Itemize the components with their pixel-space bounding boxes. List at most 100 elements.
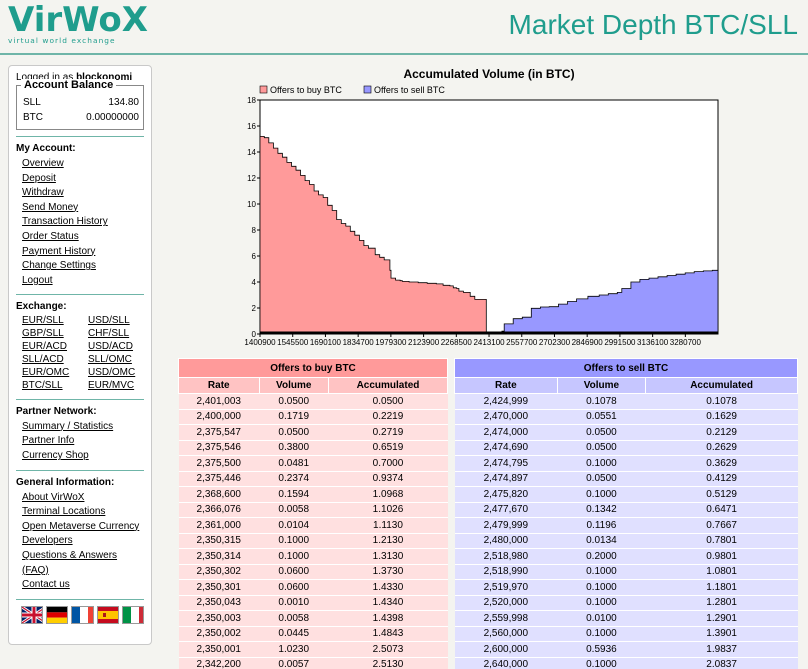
- cell-rate: 2,350,302: [178, 564, 259, 580]
- y-tick-label: 4: [252, 278, 257, 287]
- balance-table: SLL 134.80 BTC 0.00000000: [23, 95, 139, 125]
- sidebar-divider: [16, 136, 144, 137]
- x-tick-label: 1979300: [375, 338, 407, 347]
- cell-rate: 2,518,980: [454, 548, 558, 565]
- chart-title: Accumulated Volume (in BTC): [403, 67, 574, 81]
- table-row: 2,640,000 0.1000 2.0837: [454, 657, 798, 669]
- cell-volume: 0.1000: [259, 533, 329, 549]
- cell-volume: 0.0500: [557, 424, 646, 441]
- username: blockonomi: [76, 72, 133, 83]
- link-sll-omc[interactable]: SLL/OMC: [88, 354, 132, 366]
- link-usd-acd[interactable]: USD/ACD: [88, 341, 134, 353]
- link-deposit[interactable]: Deposit: [22, 172, 56, 184]
- x-tick-label: 1834700: [343, 338, 375, 347]
- legend-label: Offers to buy BTC: [270, 85, 342, 95]
- link-eur-sll[interactable]: EUR/SLL: [22, 315, 64, 327]
- cell-volume: 0.1078: [557, 393, 646, 410]
- y-tick-label: 18: [247, 96, 256, 105]
- cell-rate: 2,519,970: [454, 579, 558, 596]
- cell-volume: 0.0445: [259, 626, 329, 642]
- cell-accumulated: 0.3629: [645, 455, 798, 472]
- table-row: 2,350,003 0.0058 1.4398: [178, 610, 448, 627]
- cell-rate: 2,479,999: [454, 517, 558, 534]
- cell-rate: 2,350,002: [178, 626, 259, 642]
- virwox-logo[interactable]: VirWoX virtual world exchange: [8, 0, 148, 45]
- germany-flag-icon[interactable]: [46, 605, 69, 624]
- sidebar-divider: [16, 469, 144, 471]
- link-chf-sll[interactable]: CHF/SLL: [88, 328, 130, 340]
- cell-rate: 2,474,000: [454, 424, 558, 441]
- cell-volume: 0.0500: [259, 393, 329, 410]
- cell-accumulated: 1.4340: [328, 595, 448, 611]
- link-summary-statistics[interactable]: Summary / Statistics: [22, 420, 114, 432]
- link-order-status[interactable]: Order Status: [22, 230, 79, 242]
- logo-wordmark: VirWoX: [8, 0, 149, 40]
- balance-row: SLL 134.80: [23, 95, 139, 110]
- italy-flag-icon[interactable]: [121, 605, 145, 624]
- table-row: 2,375,446 0.2374 0.9374: [178, 471, 448, 487]
- link-open-metaverse-currency[interactable]: Open Metaverse Currency: [22, 520, 140, 532]
- cell-rate: 2,400,000: [178, 409, 259, 425]
- link-send-money[interactable]: Send Money: [22, 201, 79, 213]
- login-prefix: Logged in as: [16, 72, 74, 83]
- link-faq[interactable]: Questions & Answers (FAQ): [22, 549, 118, 576]
- link-payment-history[interactable]: Payment History: [22, 245, 96, 257]
- table-row: 2,600,000 0.5936 1.9837: [454, 641, 798, 658]
- y-tick-label: 6: [252, 252, 257, 261]
- cell-accumulated: 1.1801: [645, 579, 798, 596]
- link-overview[interactable]: Overview: [22, 158, 64, 169]
- link-eur-omc[interactable]: EUR/OMC: [22, 366, 70, 378]
- link-about-virwox[interactable]: About VirWoX: [22, 491, 85, 503]
- table-row: 2,350,314 0.1000 1.3130: [178, 548, 448, 565]
- general-information-heading: General Information:: [16, 476, 115, 488]
- link-gbp-sll[interactable]: GBP/SLL: [22, 328, 64, 340]
- link-sll-acd[interactable]: SLL/ACD: [22, 354, 64, 366]
- table-row: 2,361,000 0.0104 1.1130: [178, 517, 448, 534]
- cell-volume: 0.2374: [259, 471, 329, 487]
- table-row: 2,475,820 0.1000 0.5129: [454, 486, 798, 503]
- link-btc-sll[interactable]: BTC/SLL: [22, 379, 63, 391]
- cell-accumulated: 1.3901: [645, 626, 798, 642]
- cell-volume: 0.0551: [557, 409, 646, 425]
- table-row: 2,400,000 0.1719 0.2219: [178, 409, 448, 425]
- france-flag-icon[interactable]: [71, 605, 94, 624]
- link-logout[interactable]: Logout: [22, 274, 53, 286]
- column-header-accumulated: Accumulated: [645, 377, 798, 394]
- table-row: 2,474,897 0.0500 0.4129: [454, 471, 798, 487]
- link-transaction-history[interactable]: Transaction History: [22, 216, 108, 228]
- cell-accumulated: 0.2129: [645, 424, 798, 441]
- link-change-settings[interactable]: Change Settings: [22, 260, 96, 272]
- link-eur-acd[interactable]: EUR/ACD: [22, 341, 68, 353]
- cell-rate: 2,350,315: [178, 533, 259, 549]
- cell-rate: 2,475,820: [454, 486, 558, 503]
- x-tick-label: 1690100: [310, 338, 342, 347]
- link-terminal-locations[interactable]: Terminal Locations: [22, 506, 106, 518]
- sidebar-divider: [16, 398, 144, 400]
- cell-rate: 2,640,000: [454, 657, 558, 669]
- cell-rate: 2,366,076: [178, 502, 259, 518]
- link-withdraw[interactable]: Withdraw: [22, 187, 64, 199]
- cell-accumulated: 0.5129: [645, 486, 798, 503]
- link-contact-us[interactable]: Contact us: [22, 579, 70, 591]
- link-usd-sll[interactable]: USD/SLL: [88, 315, 130, 327]
- link-eur-mvc[interactable]: EUR/MVC: [88, 379, 135, 391]
- exchange-links: EUR/SLL USD/SLL GBP/SLL CHF/SLL EUR/ACD …: [22, 315, 144, 392]
- table-row: 2,559,998 0.0100 1.2901: [454, 610, 798, 627]
- table-row: 2,519,970 0.1000 1.1801: [454, 579, 798, 596]
- spain-flag-icon[interactable]: [96, 605, 119, 624]
- table-row: 2,350,302 0.0600 1.3730: [178, 564, 448, 580]
- link-currency-shop[interactable]: Currency Shop: [22, 449, 89, 461]
- cell-rate: 2,350,301: [178, 579, 259, 596]
- cell-accumulated: 1.3130: [328, 548, 448, 565]
- cell-rate: 2,375,446: [178, 471, 259, 487]
- uk-flag-icon[interactable]: [21, 605, 44, 624]
- link-usd-omc[interactable]: USD/OMC: [88, 366, 136, 378]
- cell-volume: 0.0134: [557, 533, 646, 549]
- cell-accumulated: 0.0500: [328, 393, 448, 410]
- link-developers[interactable]: Developers: [22, 535, 73, 547]
- cell-volume: 0.5936: [557, 641, 646, 658]
- cell-rate: 2,560,000: [454, 626, 558, 642]
- x-tick-label: 3136100: [637, 338, 669, 347]
- cell-accumulated: 0.4129: [645, 471, 798, 487]
- link-partner-info[interactable]: Partner Info: [22, 435, 75, 447]
